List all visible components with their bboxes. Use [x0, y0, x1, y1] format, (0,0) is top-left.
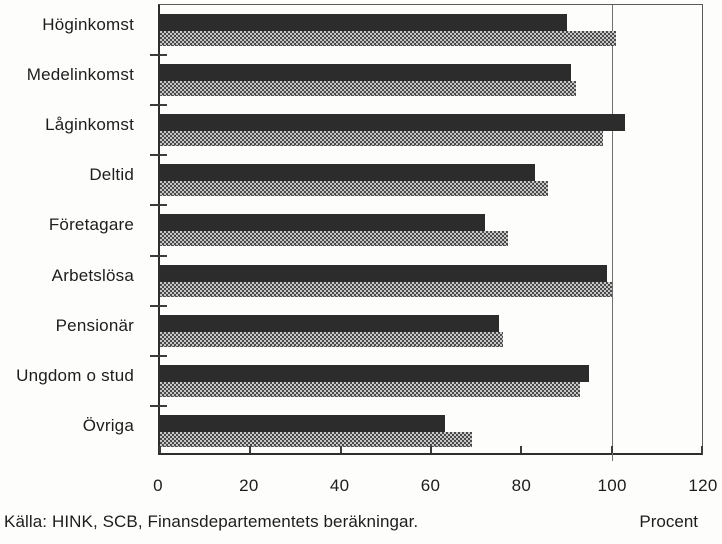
bar-row	[160, 406, 702, 456]
bar-pattern	[160, 381, 581, 397]
bar-pattern	[160, 281, 612, 297]
plot-area	[150, 4, 703, 461]
bar-solid	[160, 14, 567, 31]
x-axis-tick-label: 80	[511, 476, 532, 495]
category-label: Medelinkomst	[26, 65, 134, 85]
bar-row	[160, 5, 702, 55]
x-axis-tick-label: 120	[688, 476, 718, 495]
x-axis-tick	[520, 446, 523, 453]
category-label: Övriga	[82, 415, 134, 435]
bar-row	[160, 205, 702, 255]
category-label: Ungdom o stud	[16, 365, 134, 385]
y-axis-tick	[150, 354, 167, 357]
bar-solid	[160, 414, 445, 432]
y-axis-tick	[150, 304, 167, 307]
x-axis-tick	[701, 446, 703, 453]
x-axis-tick	[339, 446, 342, 453]
category-label: Arbetslösa	[51, 265, 134, 285]
bar-row	[160, 55, 702, 105]
bar-pattern	[160, 431, 472, 447]
bar-row	[160, 256, 702, 306]
y-axis-tick	[150, 104, 167, 107]
x-axis-tick	[430, 446, 432, 453]
bar-solid	[160, 214, 486, 232]
category-label: Deltid	[89, 165, 134, 185]
x-axis-tick	[249, 446, 252, 453]
x-axis-tick	[159, 446, 161, 453]
bar-solid	[160, 264, 608, 282]
category-label: Höginkomst	[42, 15, 134, 34]
y-axis-tick	[150, 404, 167, 407]
y-axis-tick	[150, 204, 167, 207]
category-label: Företagare	[48, 215, 134, 235]
x-axis-tick-label: 60	[420, 476, 441, 495]
bar-pattern	[160, 131, 603, 147]
bar-pattern	[160, 31, 617, 46]
x-axis-tick-label: 40	[329, 476, 350, 495]
reference-line-100	[611, 5, 613, 461]
category-label: Pensionär	[55, 315, 134, 335]
bar-row	[160, 105, 702, 155]
bar-row	[160, 356, 702, 406]
category-label: Låginkomst	[45, 115, 134, 135]
bar-pattern	[160, 181, 549, 197]
bar-solid	[160, 164, 535, 182]
bar-solid	[160, 64, 572, 82]
x-axis-tick-label: 100	[597, 476, 627, 495]
bar-pattern	[160, 331, 504, 347]
bar-pattern	[160, 231, 508, 247]
x-axis-tick	[610, 446, 613, 453]
y-axis-tick	[150, 154, 167, 157]
source-note: Källa: HINK, SCB, Finansdepartementets b…	[4, 512, 419, 531]
bar-solid	[160, 364, 590, 382]
y-axis-tick	[150, 54, 167, 57]
bar-row	[160, 306, 702, 356]
y-axis-tick	[150, 254, 167, 257]
x-axis-tick-labels: 0 20 40 60 80 100 120	[153, 476, 717, 498]
x-axis-tick-label: 0	[153, 476, 163, 495]
x-axis-tick-label: 20	[239, 476, 259, 495]
bar-solid	[160, 114, 626, 132]
x-axis-unit-label: Procent	[639, 512, 698, 531]
bar-row	[160, 155, 702, 205]
bar-solid	[160, 314, 499, 332]
y-axis-category-labels: Höginkomst Medelinkomst Låginkomst Deltid Fö…	[0, 4, 146, 455]
bar-pattern	[160, 81, 576, 97]
